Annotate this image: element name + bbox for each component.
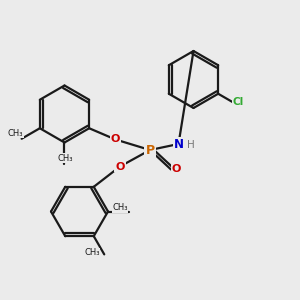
Text: O: O	[111, 134, 120, 145]
Text: H: H	[187, 140, 195, 151]
Text: O: O	[172, 164, 181, 175]
Text: Cl: Cl	[232, 97, 244, 107]
Text: CH₃: CH₃	[85, 248, 100, 257]
Text: O: O	[115, 161, 125, 172]
Text: CH₃: CH₃	[112, 203, 128, 212]
Text: CH₃: CH₃	[58, 154, 73, 163]
Text: N: N	[173, 137, 184, 151]
Text: CH₃: CH₃	[8, 129, 23, 138]
Text: P: P	[146, 143, 154, 157]
